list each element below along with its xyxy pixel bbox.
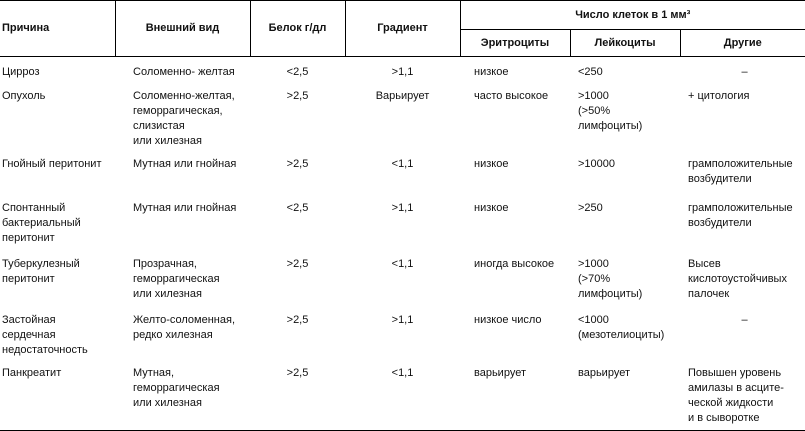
table-cell: Желто-соломенная, редко хилезная — [133, 314, 236, 341]
table-row: Опухоль Соломенно-желтая, геморрагическая… — [0, 81, 805, 149]
table-cell: >250 — [578, 202, 603, 214]
table-row: Гнойный перитонит Мутная или гнойная >2,5 <… — [0, 149, 805, 193]
header-cell: Число клеток в 1 мм³ — [459, 0, 805, 30]
table-cell: Гнойный перитонит — [2, 158, 102, 170]
table-cell: низкое — [474, 202, 509, 214]
table-cell: – — [741, 66, 748, 78]
table-cell: >2,5 — [286, 258, 309, 270]
table-row: Цирроз Соломенно- желтая <2,5 >1,1 низкое <25… — [0, 57, 805, 82]
table-cell: >2,5 — [286, 158, 309, 170]
table-cell: >1,1 — [391, 202, 414, 214]
table-cell: >1,1 — [391, 66, 414, 78]
table-cell: Застойная сердечная недостаточность — [2, 314, 88, 356]
table-cell: Мутная или гнойная — [133, 158, 237, 170]
table-cell: >1000 (>70% лимфоциты) — [578, 258, 643, 300]
table-cell: >1000 (>50% лимфоциты) — [578, 90, 643, 132]
table-cell: часто высокое — [474, 90, 549, 102]
table-cell: иногда высокое — [474, 258, 555, 270]
table-cell: Панкреатит — [2, 367, 62, 379]
table-cell: варьирует — [578, 367, 630, 379]
table-cell: >2,5 — [286, 90, 309, 102]
table-cell: Прозрачная, геморрагическая или хилезная — [133, 258, 220, 300]
table-cell: <2,5 — [286, 66, 309, 78]
table-cell: Соломенно- желтая — [133, 66, 235, 78]
table-cell: Туберкулезный перитонит — [2, 258, 80, 285]
subheader-cell: Эритроциты — [459, 29, 570, 57]
table-cell: низкое — [474, 158, 509, 170]
table-cell: <1,1 — [391, 367, 414, 379]
table-cell: грамположительные возбудители — [688, 202, 793, 229]
header-cell: Белок г/дл — [249, 0, 345, 57]
table-row: Застойная сердечная недостаточность Желто… — [0, 305, 805, 358]
table-cell: Мутная или гнойная — [133, 202, 237, 214]
table-cell: <250 — [578, 66, 603, 78]
table-cell: <1,1 — [391, 258, 414, 270]
table-cell: – — [741, 314, 748, 326]
table-cell: низкое — [474, 66, 509, 78]
subheader-cell: Лейкоциты — [569, 29, 680, 57]
table-row: Спонтанный бактериальный перитонит Мутная… — [0, 193, 805, 249]
table-cell: >1,1 — [391, 314, 414, 326]
header-cell: Внешний вид — [114, 0, 250, 57]
table-cell: варьирует — [474, 367, 526, 379]
table-cell: Мутная, геморрагическая или хилезная — [133, 367, 220, 409]
table-cell: Соломенно-желтая, геморрагическая, слизи… — [133, 90, 235, 147]
table-body: Цирроз Соломенно- желтая <2,5 >1,1 низкое <25… — [0, 57, 805, 431]
table-cell: Высев кислотоустойчивых палочек — [688, 258, 787, 300]
table-cell: >2,5 — [286, 367, 309, 379]
table-cell: низкое число — [474, 314, 542, 326]
table-cell: Спонтанный бактериальный перитонит — [2, 202, 81, 244]
table-cell: Цирроз — [2, 66, 40, 78]
table-cell: Варьирует — [375, 90, 430, 102]
table-row: Панкреатит Мутная, геморрагическая или хи… — [0, 358, 805, 430]
table-cell: Опухоль — [2, 90, 46, 102]
table-cell: <2,5 — [286, 202, 309, 214]
table-cell: Повышен уровень амилазы в асците- ческой… — [688, 367, 784, 424]
table-cell: + цитология — [688, 90, 750, 102]
header-cell: Причина — [2, 22, 50, 34]
table-header: Причина Внешний вид Белок г/дл Градиент … — [0, 0, 805, 57]
header-cell: Градиент — [344, 0, 460, 57]
table-cell: <1,1 — [391, 158, 414, 170]
table-cell: <1000 (мезотелиоциты) — [578, 314, 665, 341]
table-cell: грамположительные возбудители — [688, 158, 793, 185]
subheader-cell: Другие — [679, 29, 805, 57]
table-cell: >10000 — [578, 158, 616, 170]
table-row: Туберкулезный перитонит Прозрачная, гемор… — [0, 249, 805, 305]
table-cell: >2,5 — [286, 314, 309, 326]
